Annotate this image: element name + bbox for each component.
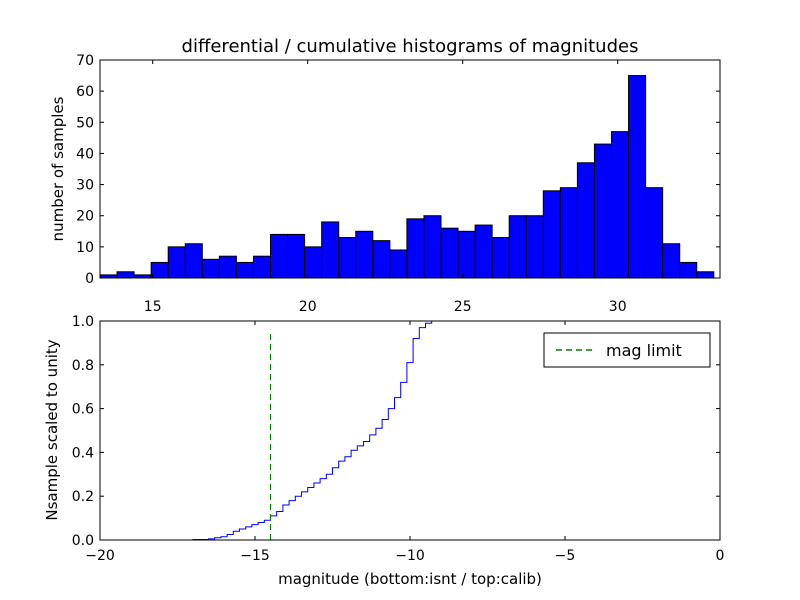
histogram-bar	[440, 227, 459, 279]
histogram-bar	[372, 240, 391, 279]
histogram-bar	[559, 187, 578, 279]
histogram-bar	[423, 215, 442, 279]
histogram-bar	[201, 258, 220, 279]
top-xtick-label: 20	[299, 299, 317, 315]
bottom-ytick-label: 0.8	[72, 358, 94, 374]
histogram-bar	[491, 237, 510, 279]
bottom-ylabel: Nsample scaled to unity	[43, 339, 61, 520]
histogram-bar	[457, 230, 476, 279]
bottom-ytick-label: 0.6	[72, 402, 94, 418]
legend: mag limit	[543, 332, 711, 368]
histogram-bar	[218, 255, 237, 279]
histogram-bar	[184, 243, 203, 279]
bottom-ytick-label: 0.4	[72, 445, 94, 461]
histogram-bar	[321, 221, 340, 279]
histogram-bar	[252, 255, 271, 279]
bottom-xtick-label: −5	[555, 548, 576, 564]
chart-title: differential / cumulative histograms of …	[182, 36, 639, 57]
histogram-bar	[474, 224, 493, 279]
top-ylabel: number of samples	[49, 96, 67, 241]
histogram-bar	[696, 271, 715, 279]
histogram-bar	[576, 162, 595, 279]
histogram-bar	[679, 261, 698, 279]
top-xtick-label: 15	[144, 299, 162, 315]
histogram-bar	[662, 243, 681, 279]
top-panel: differential / cumulative histograms of …	[49, 36, 721, 315]
histogram-bar	[287, 233, 306, 279]
histogram-bar	[628, 75, 647, 279]
bottom-xtick-label: −10	[395, 548, 425, 564]
bottom-panel: 0.0 0.2 0.4 0.6 0.8 1.0 −20 −15 −10 −5 0 magnitude…	[43, 314, 724, 588]
histogram-bar	[611, 131, 630, 279]
histogram-bar	[235, 261, 254, 279]
histogram-bar	[645, 187, 664, 279]
histogram-bar	[116, 271, 135, 279]
histogram-bar	[406, 218, 425, 279]
top-ytick-label: 10	[76, 240, 94, 256]
histogram-bar	[355, 230, 374, 279]
top-xtick-label: 25	[454, 299, 472, 315]
bottom-ytick-label: 0.0	[72, 533, 94, 549]
top-ytick-label: 0	[85, 271, 94, 287]
cumulative-step-line	[100, 320, 720, 541]
legend-label: mag limit	[606, 341, 682, 360]
histogram-bar	[338, 237, 357, 279]
top-axes-frame	[99, 59, 721, 279]
histogram-bar	[150, 261, 169, 279]
bottom-ytick-label: 1.0	[72, 314, 94, 330]
top-ytick-label: 60	[76, 84, 94, 100]
top-ytick-label: 30	[76, 178, 94, 194]
histogram-bar	[508, 215, 527, 279]
top-bars	[99, 75, 715, 279]
top-ytick-label: 40	[76, 146, 94, 162]
bottom-ticks: 0.0 0.2 0.4 0.6 0.8 1.0 −20 −15 −10 −5 0	[72, 314, 725, 564]
top-xtick-label: 30	[609, 299, 627, 315]
histogram-bar	[389, 249, 408, 279]
histogram-bar	[304, 246, 323, 279]
top-ytick-label: 50	[76, 115, 94, 131]
bottom-xtick-label: −20	[85, 548, 115, 564]
bottom-lines	[100, 320, 720, 541]
histogram-bar	[167, 246, 186, 279]
bottom-xlabel: magnitude (bottom:isnt / top:calib)	[278, 570, 542, 588]
histogram-bar	[593, 143, 613, 279]
histogram-bar	[270, 233, 289, 279]
top-ytick-label: 20	[76, 209, 94, 225]
bottom-ytick-label: 0.2	[72, 489, 94, 505]
bottom-xtick-label: −15	[240, 548, 270, 564]
histogram-bar	[542, 190, 561, 279]
top-ticks: 0 10 20 30 40 50 60 70 15 20 25 30	[76, 53, 720, 315]
top-ytick-label: 70	[76, 53, 94, 69]
histogram-bar	[525, 215, 544, 279]
bottom-xtick-label: 0	[716, 548, 725, 564]
